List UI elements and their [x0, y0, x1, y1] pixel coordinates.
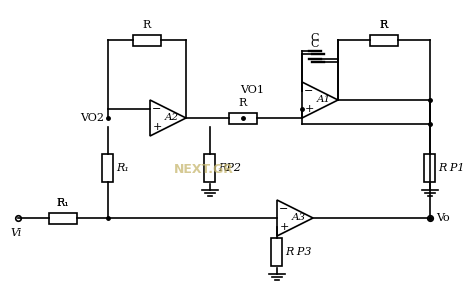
Polygon shape — [277, 200, 313, 236]
Bar — [133, 35, 161, 46]
Text: R₁: R₁ — [57, 198, 69, 209]
Text: R: R — [380, 21, 388, 30]
Text: R₁: R₁ — [117, 163, 129, 173]
Bar — [272, 238, 283, 266]
Text: R P3: R P3 — [285, 247, 312, 257]
Text: Vo: Vo — [436, 213, 450, 223]
Text: R: R — [143, 21, 151, 30]
Bar — [425, 154, 436, 182]
Text: +: + — [279, 222, 289, 232]
Text: VO2: VO2 — [80, 113, 104, 123]
Bar — [102, 154, 113, 182]
Bar — [370, 35, 398, 46]
Text: A3: A3 — [292, 213, 306, 223]
Text: −: − — [304, 86, 314, 96]
Text: A2: A2 — [165, 114, 179, 122]
Text: A1: A1 — [317, 95, 331, 105]
Text: C: C — [311, 33, 319, 43]
Text: −: − — [152, 104, 162, 114]
Text: +: + — [304, 104, 314, 114]
Text: +: + — [152, 122, 162, 132]
Text: −: − — [279, 204, 289, 214]
Text: R: R — [239, 99, 247, 108]
Text: RP2: RP2 — [219, 163, 241, 173]
Polygon shape — [150, 100, 186, 136]
Text: Vi: Vi — [10, 228, 22, 238]
Text: VO1: VO1 — [240, 85, 264, 95]
Text: R P1: R P1 — [438, 163, 465, 173]
Bar — [229, 113, 257, 123]
Text: C: C — [311, 39, 319, 49]
Text: R: R — [380, 21, 388, 30]
Polygon shape — [302, 82, 338, 118]
Text: R₁: R₁ — [57, 198, 69, 209]
Bar — [204, 154, 216, 182]
Text: NEXT.GR: NEXT.GR — [174, 163, 234, 176]
Bar — [49, 212, 77, 224]
